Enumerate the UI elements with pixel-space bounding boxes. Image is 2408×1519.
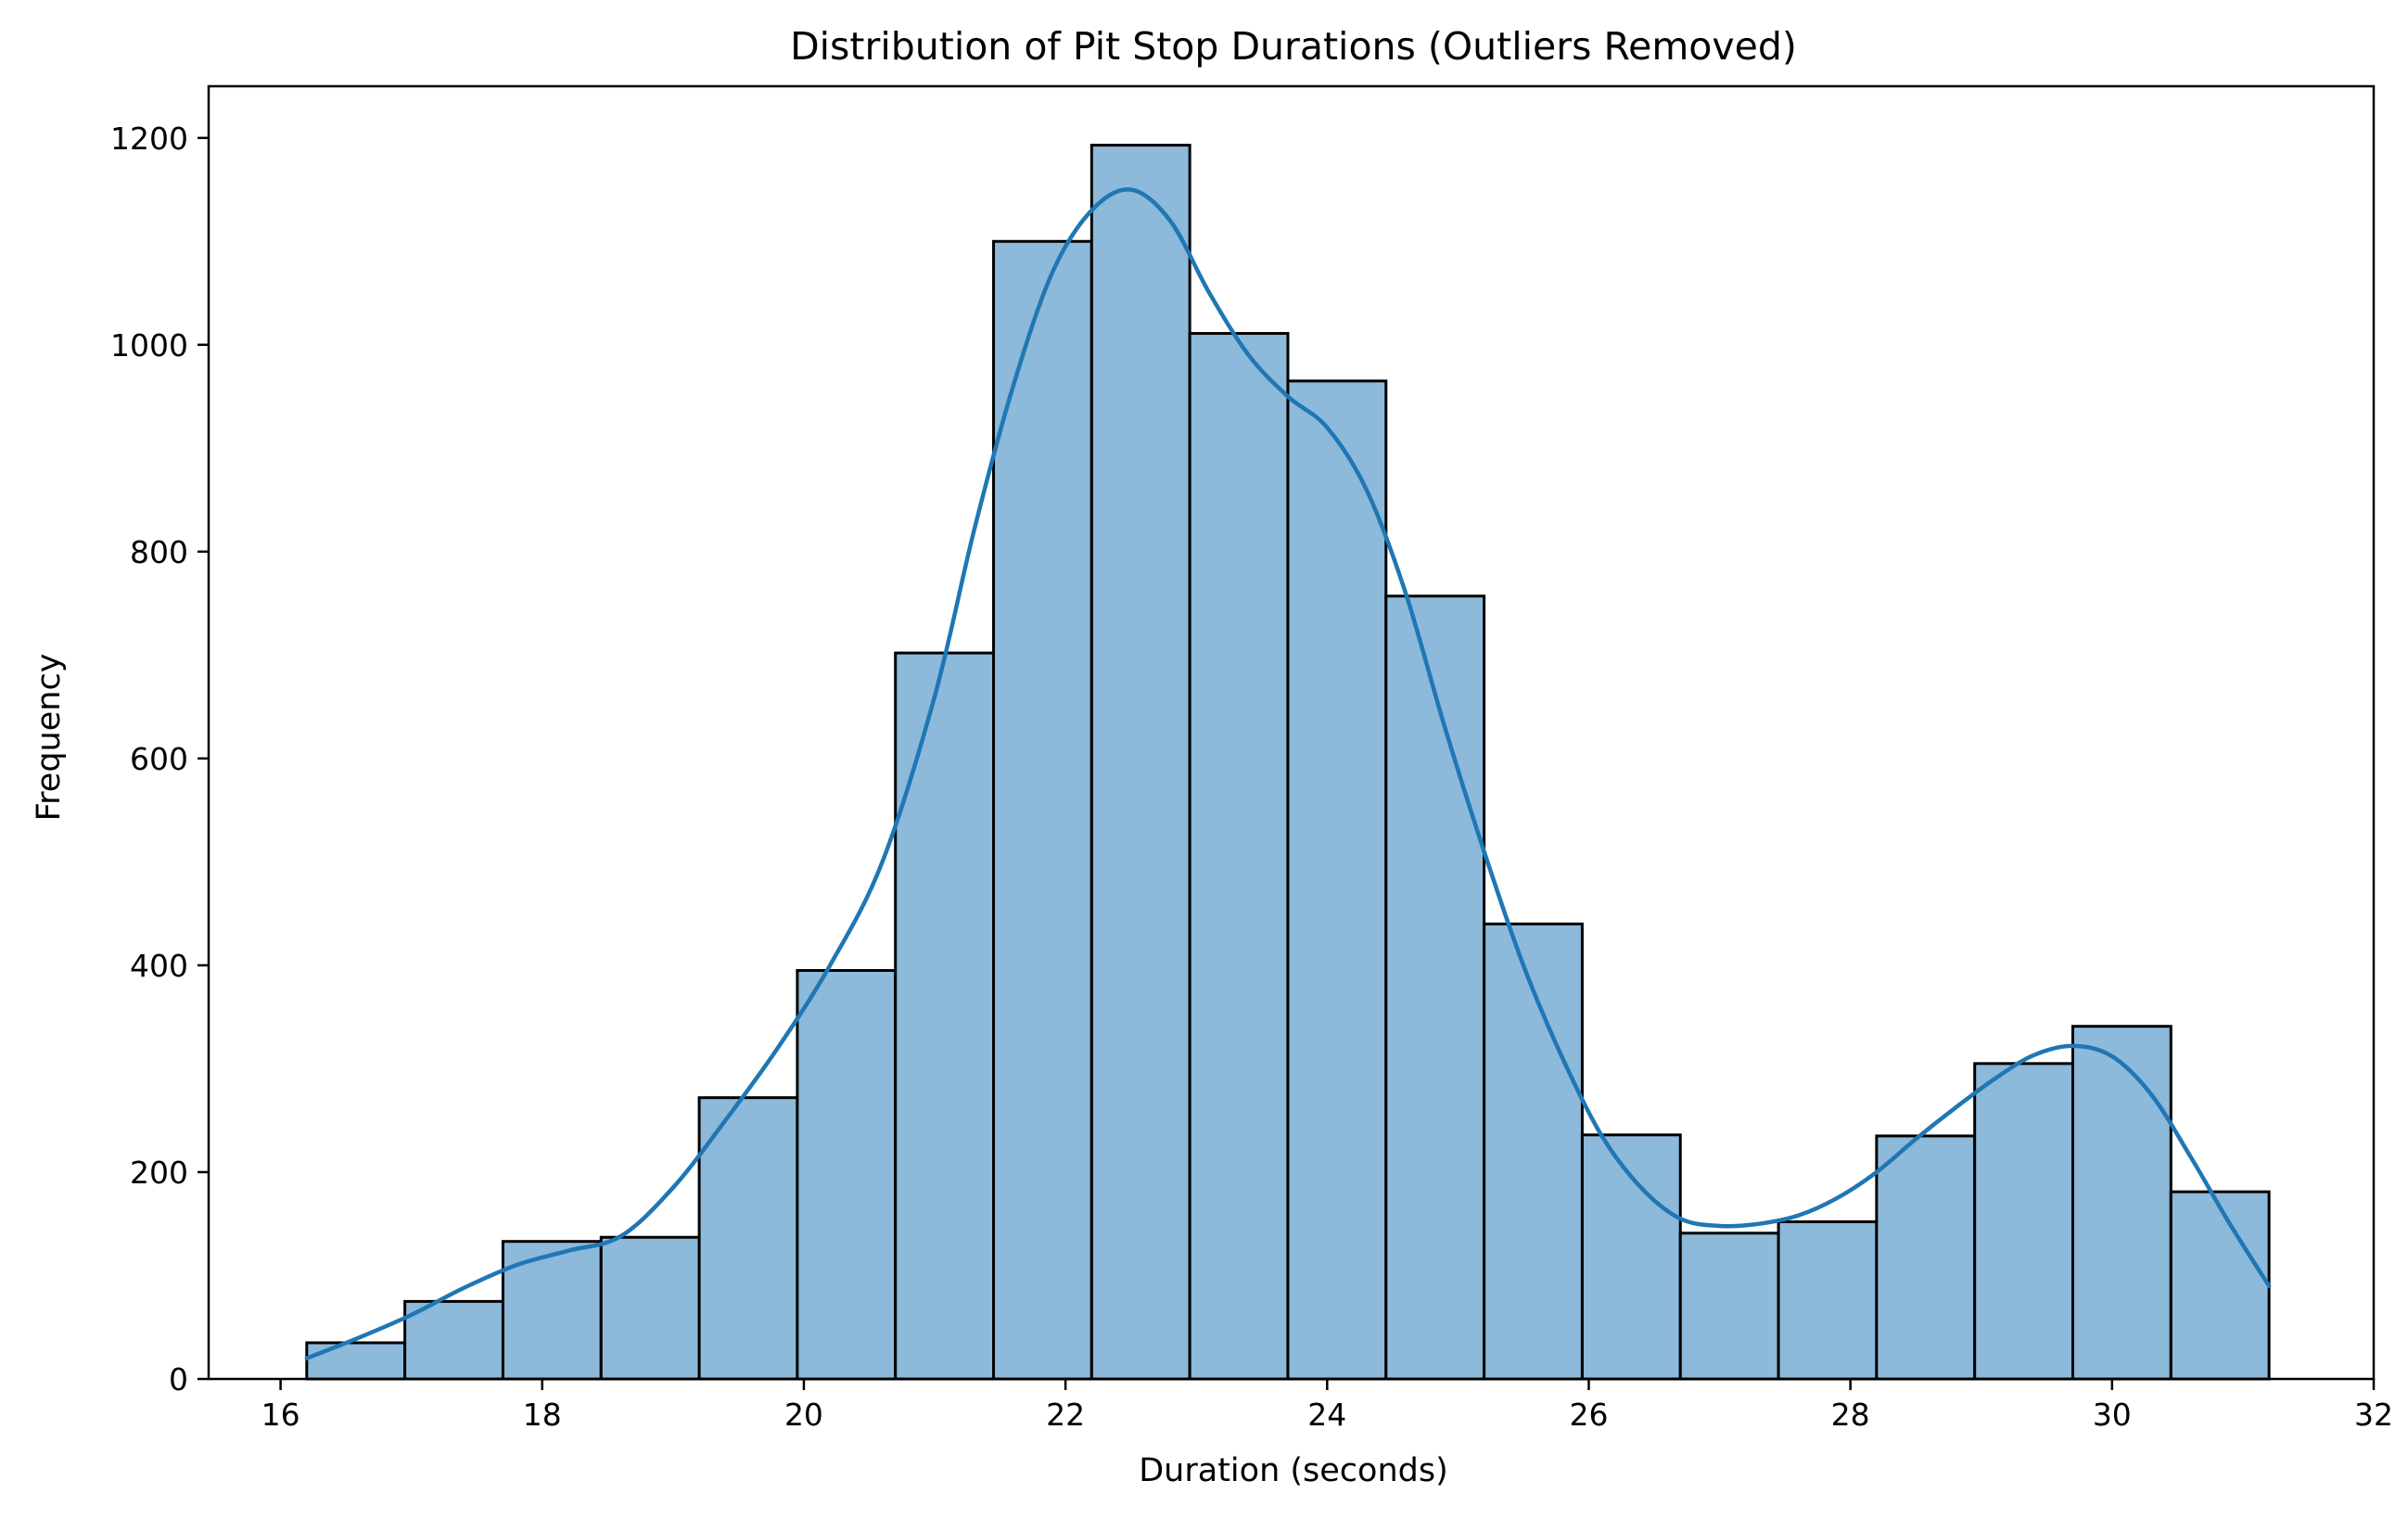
x-tick-label: 20 <box>784 1397 823 1433</box>
y-tick-label: 400 <box>130 948 188 984</box>
histogram-bar <box>1875 1134 1977 1381</box>
histogram-bar <box>1777 1219 1879 1381</box>
x-tick-label: 24 <box>1307 1397 1346 1433</box>
histogram-bar <box>1678 1232 1780 1381</box>
y-axis-ticks: 0 200 400 600 800 1000 1200 <box>110 121 209 1398</box>
y-tick-label: 200 <box>130 1155 188 1191</box>
y-tick-label: 600 <box>130 741 188 777</box>
histogram-bar <box>2169 1190 2271 1381</box>
chart-title: Distribution of Pit Stop Durations (Outl… <box>790 24 1797 69</box>
y-tick-label: 1200 <box>110 121 188 157</box>
x-tick-label: 26 <box>1569 1397 1608 1433</box>
histogram-bar <box>1580 1133 1682 1381</box>
histogram-bar <box>2070 1025 2172 1381</box>
histogram-bar <box>1384 594 1486 1381</box>
x-tick-label: 30 <box>2093 1397 2132 1433</box>
histogram-bar <box>599 1235 701 1381</box>
histogram-bar <box>1973 1062 2074 1381</box>
histogram-bar <box>894 651 996 1381</box>
x-tick-label: 16 <box>261 1397 300 1433</box>
plot-frame <box>207 84 2376 1381</box>
x-tick-label: 32 <box>2354 1397 2393 1433</box>
histogram-bar <box>1089 144 1191 1381</box>
histogram-bar <box>697 1096 799 1381</box>
histogram-bar <box>1286 379 1388 1381</box>
kde-curve <box>304 187 2272 1360</box>
histogram-bar <box>305 1341 407 1381</box>
histogram-bar <box>992 239 1093 1381</box>
y-tick-label: 800 <box>130 534 188 570</box>
histogram-bar <box>501 1240 603 1381</box>
histogram-bar <box>1483 922 1584 1381</box>
x-axis-label: Duration (seconds) <box>1139 1452 1448 1489</box>
x-tick-label: 28 <box>1831 1397 1870 1433</box>
plot-area <box>207 84 2376 1381</box>
x-tick-label: 22 <box>1046 1397 1085 1433</box>
histogram-bar <box>1188 332 1290 1381</box>
histogram-bars <box>305 144 2271 1381</box>
y-axis-label: Frequency <box>31 654 68 822</box>
histogram-bar <box>403 1299 504 1381</box>
x-axis-ticks: 16 18 20 22 24 26 28 30 32 <box>261 1379 2393 1433</box>
x-tick-label: 18 <box>523 1397 562 1433</box>
y-tick-label: 0 <box>169 1361 188 1398</box>
y-tick-label: 1000 <box>110 327 188 364</box>
histogram-bar <box>796 968 898 1381</box>
